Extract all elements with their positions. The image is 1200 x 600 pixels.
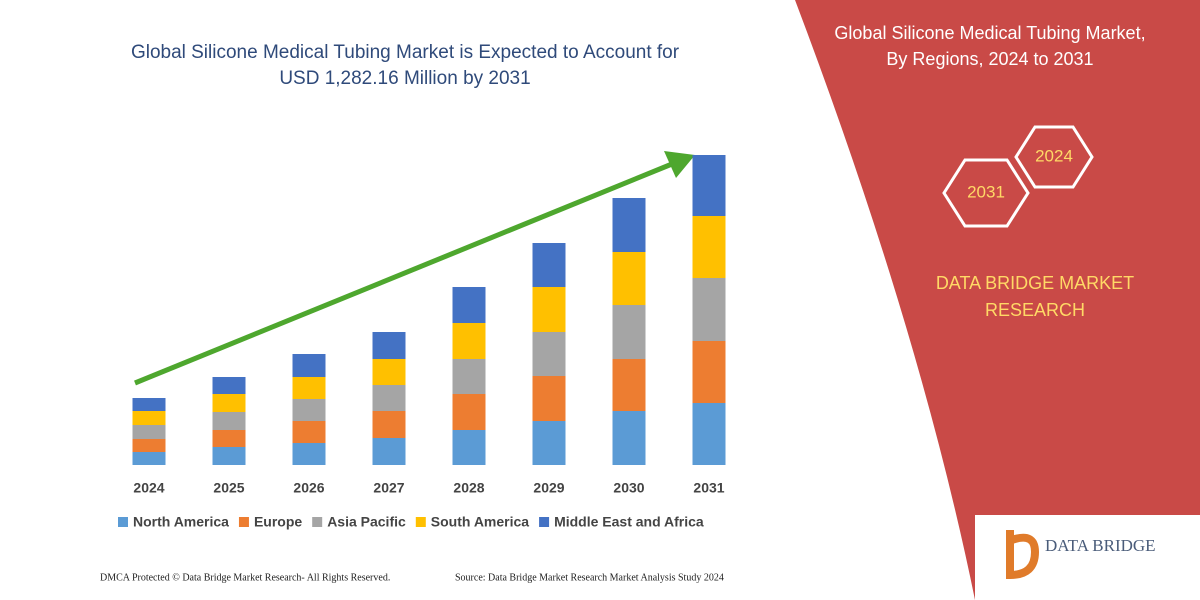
legend-swatch	[312, 517, 323, 527]
x-tick-label: 2026	[293, 480, 324, 496]
bar-segment	[132, 411, 166, 425]
legend-swatch	[539, 517, 550, 527]
x-tick-label: 2024	[133, 480, 164, 496]
brand: DATA BRIDGE MARKET RESEARCH	[935, 273, 1135, 320]
bar-segment	[612, 198, 646, 252]
bar-segment	[532, 243, 566, 287]
bar-segment	[372, 438, 406, 465]
bar-segment	[452, 394, 486, 430]
bar-segment	[292, 377, 326, 399]
legend-swatch	[415, 517, 426, 527]
bar-segment	[212, 377, 246, 394]
bar-segment	[132, 398, 166, 411]
red-panel	[795, 0, 1200, 600]
bar-segment	[372, 332, 406, 359]
arrow-head	[664, 151, 695, 178]
x-tick-label: 2027	[373, 480, 404, 496]
legend-label: Asia Pacific	[327, 514, 406, 530]
legend-swatch	[238, 517, 249, 527]
bar-segment	[372, 411, 406, 438]
hexagon	[1014, 125, 1094, 189]
bar-segment	[212, 447, 246, 465]
bar-segment	[292, 354, 326, 377]
bar-segment	[372, 359, 406, 385]
bar-segment	[532, 376, 566, 421]
trend-arrow	[134, 161, 673, 386]
x-tick-label: 2030	[613, 480, 644, 496]
legend-label: Europe	[254, 514, 302, 530]
bar-segment	[692, 216, 726, 278]
bar-segment	[612, 305, 646, 359]
bar-segment	[292, 399, 326, 421]
bar-segment	[132, 425, 166, 439]
bar-segment	[132, 439, 166, 452]
bar-segment	[212, 412, 246, 430]
bar-segment	[292, 421, 326, 443]
bar-segment	[692, 403, 726, 465]
bar-segment	[692, 278, 726, 341]
bar-segment	[532, 332, 566, 376]
chart-title: Global Silicone Medical Tubing Market is…	[130, 42, 680, 89]
bar-segment	[692, 155, 726, 216]
x-tick-label: 2029	[533, 480, 564, 496]
bar-segment	[452, 287, 486, 323]
bar-segment	[372, 385, 406, 411]
legend-label: North America	[133, 514, 229, 530]
legend-swatch	[118, 517, 128, 527]
bar-segment	[692, 341, 726, 403]
hexagon-label: 2024	[1035, 146, 1073, 165]
bar-segment	[612, 359, 646, 411]
bar-segment	[292, 443, 326, 465]
x-tick-label: 2028	[453, 480, 484, 496]
legend-label: Middle East and Africa	[554, 514, 704, 530]
bar-segment	[452, 359, 486, 394]
footer-right: Source: Data Bridge Market Research Mark…	[455, 572, 724, 583]
bar-segment	[212, 430, 246, 447]
logo-text: DATA BRIDGE	[1045, 536, 1156, 555]
bar-segment	[212, 394, 246, 412]
hexagon-label: 2031	[967, 182, 1005, 201]
footer-left: DMCA Protected © Data Bridge Market Rese…	[100, 572, 390, 583]
bar-segment	[452, 430, 486, 465]
bar-segment	[132, 452, 166, 465]
bar-segment	[612, 252, 646, 305]
x-tick-label: 2025	[213, 480, 244, 496]
bar-segment	[532, 287, 566, 332]
logo-icon	[1006, 530, 1040, 580]
bar-segment	[532, 421, 566, 465]
bar-segment	[452, 323, 486, 359]
legend-label: South America	[431, 514, 529, 530]
hexagon	[942, 158, 1030, 228]
x-tick-label: 2031	[693, 480, 724, 496]
bar-segment	[612, 411, 646, 465]
panel-title: Global Silicone Medical Tubing Market, B…	[834, 23, 1146, 69]
